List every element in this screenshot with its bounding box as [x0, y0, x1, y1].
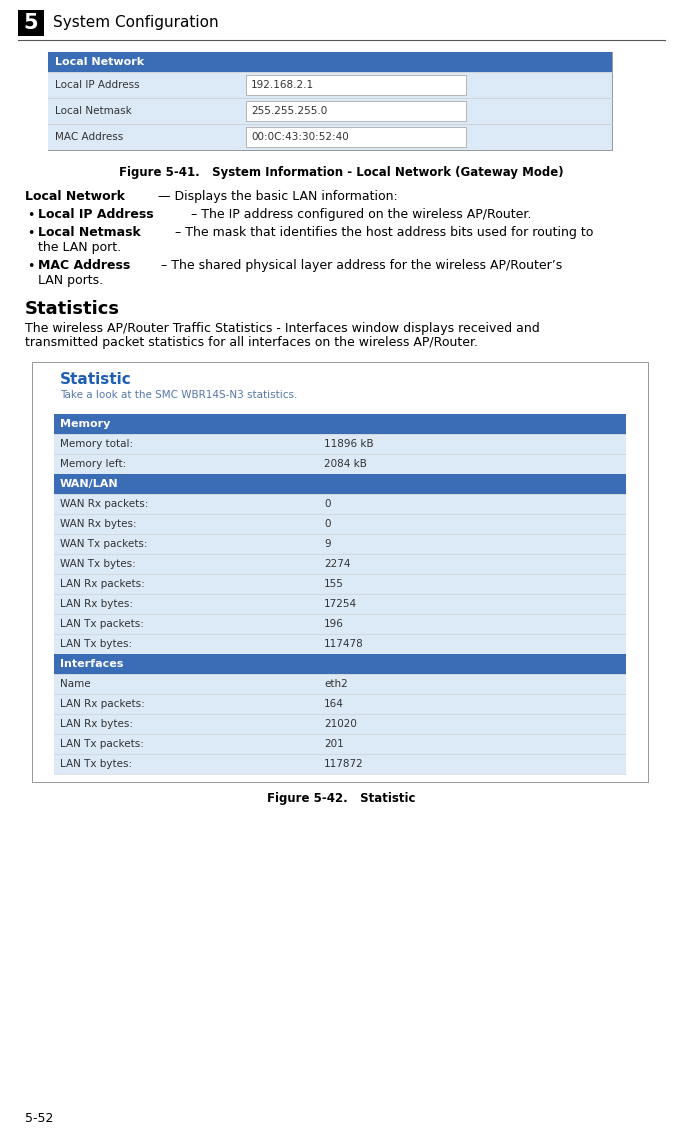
- Bar: [54, 654, 626, 675]
- Text: •: •: [27, 227, 34, 240]
- Text: Statistic: Statistic: [60, 372, 132, 387]
- Text: LAN Tx bytes:: LAN Tx bytes:: [60, 759, 132, 769]
- Bar: [54, 675, 626, 694]
- Bar: [54, 574, 626, 594]
- Text: 0: 0: [324, 519, 331, 529]
- Text: Statistics: Statistics: [25, 300, 120, 318]
- Text: Local Netmask: Local Netmask: [55, 106, 132, 116]
- Text: – The mask that identifies the host address bits used for routing to: – The mask that identifies the host addr…: [171, 226, 593, 239]
- Text: LAN Tx packets:: LAN Tx packets:: [60, 739, 144, 749]
- Text: — Displays the basic LAN information:: — Displays the basic LAN information:: [154, 190, 398, 203]
- Bar: [54, 614, 626, 634]
- Text: – The IP address configured on the wireless AP/Router.: – The IP address configured on the wirel…: [187, 208, 531, 221]
- Bar: [246, 102, 466, 121]
- Bar: [48, 124, 612, 150]
- Bar: [54, 494, 626, 514]
- Text: Memory left:: Memory left:: [60, 459, 126, 469]
- Text: 117478: 117478: [324, 638, 364, 649]
- Text: 21020: 21020: [324, 719, 357, 729]
- Text: 155: 155: [324, 579, 344, 589]
- Text: WAN Rx packets:: WAN Rx packets:: [60, 499, 148, 509]
- Text: LAN Tx packets:: LAN Tx packets:: [60, 619, 144, 629]
- Text: Memory: Memory: [60, 418, 111, 429]
- Text: WAN Tx packets:: WAN Tx packets:: [60, 539, 148, 549]
- Bar: [54, 453, 626, 474]
- Text: eth2: eth2: [324, 679, 348, 689]
- Bar: [54, 754, 626, 774]
- Text: 17254: 17254: [324, 599, 357, 609]
- Text: Take a look at the SMC WBR14S-N3 statistics.: Take a look at the SMC WBR14S-N3 statist…: [60, 390, 297, 400]
- Text: Local IP Address: Local IP Address: [38, 208, 154, 221]
- Text: transmitted packet statistics for all interfaces on the wireless AP/Router.: transmitted packet statistics for all in…: [25, 336, 478, 349]
- Text: System Configuration: System Configuration: [53, 16, 219, 30]
- Text: WAN Rx bytes:: WAN Rx bytes:: [60, 519, 137, 529]
- Bar: [48, 72, 612, 98]
- Text: •: •: [27, 209, 34, 222]
- Text: WAN/LAN: WAN/LAN: [60, 479, 119, 490]
- Text: •: •: [27, 259, 34, 273]
- Bar: [54, 514, 626, 534]
- Bar: [48, 52, 612, 150]
- Text: 196: 196: [324, 619, 344, 629]
- Text: 00:0C:43:30:52:40: 00:0C:43:30:52:40: [251, 132, 349, 142]
- Text: 164: 164: [324, 699, 344, 710]
- Bar: [54, 414, 626, 434]
- Bar: [32, 362, 648, 782]
- Bar: [18, 10, 44, 36]
- Text: LAN ports.: LAN ports.: [38, 274, 103, 287]
- Text: LAN Rx packets:: LAN Rx packets:: [60, 579, 145, 589]
- Text: Memory total:: Memory total:: [60, 439, 133, 449]
- Bar: [54, 534, 626, 554]
- Bar: [54, 474, 626, 494]
- Bar: [54, 594, 626, 614]
- Bar: [48, 98, 612, 124]
- Bar: [246, 74, 466, 95]
- Text: 2084 kB: 2084 kB: [324, 459, 367, 469]
- Text: LAN Rx packets:: LAN Rx packets:: [60, 699, 145, 710]
- Text: LAN Rx bytes:: LAN Rx bytes:: [60, 599, 133, 609]
- Text: MAC Address: MAC Address: [38, 259, 130, 272]
- Text: WAN Tx bytes:: WAN Tx bytes:: [60, 559, 136, 569]
- Text: LAN Tx bytes:: LAN Tx bytes:: [60, 638, 132, 649]
- Text: Local Netmask: Local Netmask: [38, 226, 141, 239]
- Text: – The shared physical layer address for the wireless AP/Router’s: – The shared physical layer address for …: [157, 259, 562, 272]
- Text: the LAN port.: the LAN port.: [38, 241, 121, 254]
- Text: MAC Address: MAC Address: [55, 132, 123, 142]
- Text: 2274: 2274: [324, 559, 350, 569]
- Text: Interfaces: Interfaces: [60, 659, 124, 669]
- Text: Local Network: Local Network: [25, 190, 125, 203]
- Text: 192.168.2.1: 192.168.2.1: [251, 80, 314, 90]
- Text: Name: Name: [60, 679, 91, 689]
- Bar: [48, 52, 612, 72]
- Text: The wireless AP/Router Traffic Statistics - Interfaces window displays received : The wireless AP/Router Traffic Statistic…: [25, 321, 540, 335]
- Bar: [54, 634, 626, 654]
- Bar: [54, 434, 626, 453]
- Text: 255.255.255.0: 255.255.255.0: [251, 106, 327, 116]
- Bar: [54, 734, 626, 754]
- Bar: [54, 554, 626, 574]
- Text: Local Network: Local Network: [55, 58, 144, 67]
- Text: 11896 kB: 11896 kB: [324, 439, 374, 449]
- Text: Figure 5-42.   Statistic: Figure 5-42. Statistic: [267, 792, 416, 805]
- Bar: [246, 127, 466, 147]
- Text: 0: 0: [324, 499, 331, 509]
- Text: 5: 5: [24, 14, 38, 33]
- Bar: [54, 694, 626, 714]
- Text: Figure 5-41.   System Information - Local Network (Gateway Mode): Figure 5-41. System Information - Local …: [120, 166, 563, 179]
- Text: 5-52: 5-52: [25, 1112, 53, 1125]
- Text: 117872: 117872: [324, 759, 364, 769]
- Text: Local IP Address: Local IP Address: [55, 80, 139, 90]
- Bar: [54, 714, 626, 734]
- Text: 9: 9: [324, 539, 331, 549]
- Text: LAN Rx bytes:: LAN Rx bytes:: [60, 719, 133, 729]
- Text: 201: 201: [324, 739, 344, 749]
